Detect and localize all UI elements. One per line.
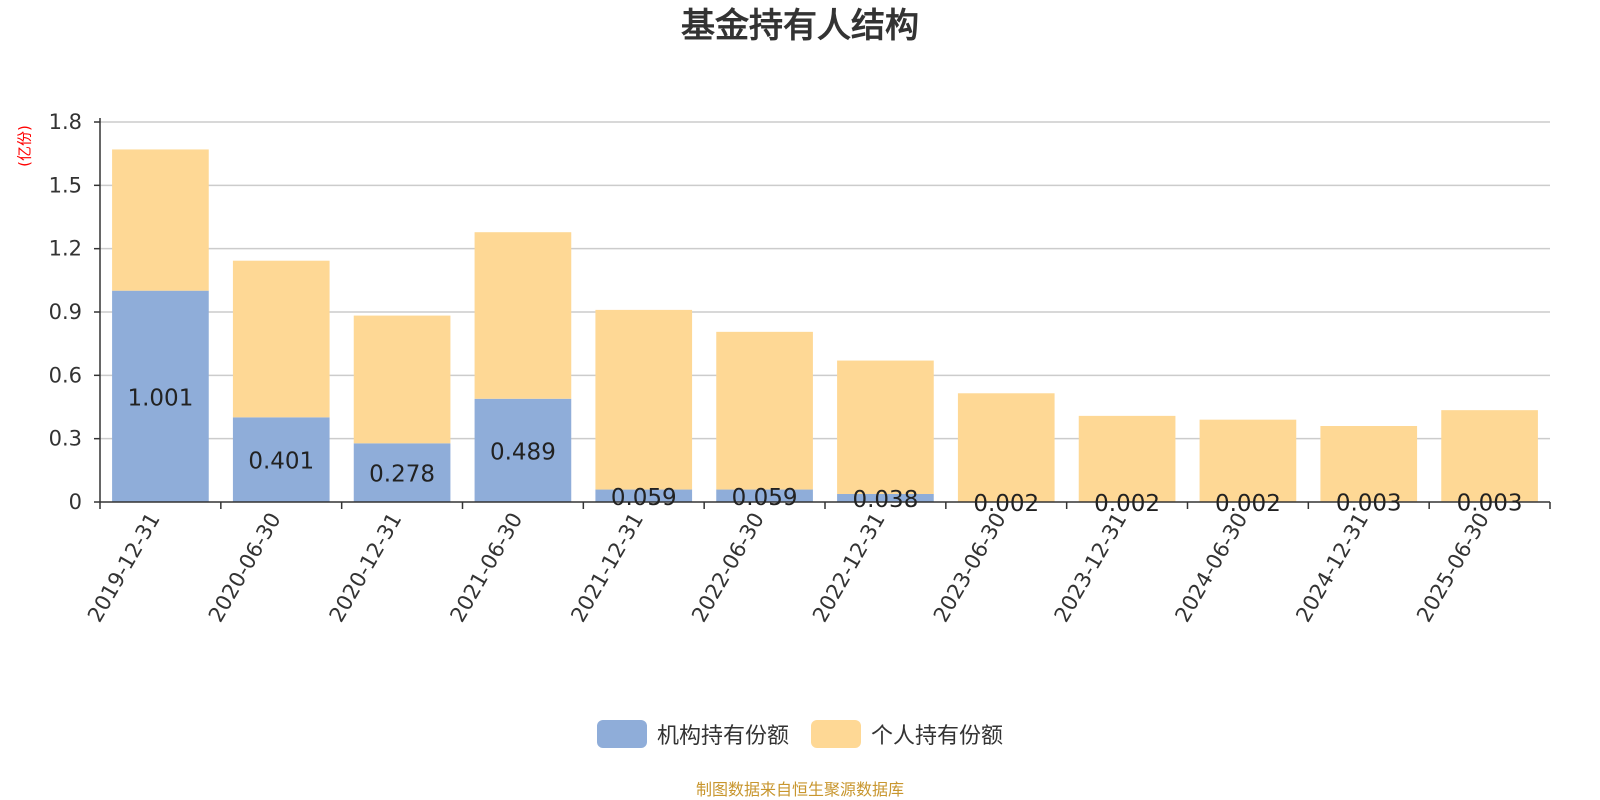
x-tick-label: 2022-12-31 — [808, 509, 890, 627]
y-tick-label: 1.8 — [49, 110, 82, 134]
data-label-institution: 0.002 — [1094, 491, 1160, 517]
data-label-institution: 0.059 — [732, 485, 798, 511]
bar-individual — [1441, 410, 1538, 502]
bar-institution — [232, 417, 330, 502]
x-tick-label: 2024-12-31 — [1291, 509, 1373, 627]
legend-item-individual[interactable]: 个人持有份额 — [811, 718, 1003, 750]
bar-institution — [353, 443, 451, 502]
data-label-institution: 0.003 — [1457, 491, 1523, 517]
bar-institution — [716, 489, 813, 502]
data-label-institution: 0.401 — [248, 449, 314, 475]
bar-institution — [112, 290, 209, 502]
y-tick-label: 1.5 — [49, 173, 82, 197]
bar-individual — [1320, 426, 1418, 502]
data-label-institution: 1.001 — [127, 385, 193, 411]
x-tick-label: 2023-06-30 — [929, 509, 1011, 627]
x-tick-label: 2019-12-31 — [83, 509, 165, 627]
bar-institution — [474, 398, 572, 502]
bar-individual — [1078, 415, 1176, 502]
x-tick-label: 2021-06-30 — [445, 509, 527, 627]
bar-individual — [595, 309, 693, 490]
x-tick-label: 2023-12-31 — [1050, 509, 1132, 627]
bar-institution — [595, 489, 693, 502]
x-tick-label: 2024-06-30 — [1170, 509, 1252, 627]
x-tick-label: 2025-06-30 — [1412, 509, 1494, 627]
x-tick-label: 2020-12-31 — [325, 509, 407, 627]
y-tick-label: 1.2 — [49, 237, 82, 261]
legend-label-institution: 机构持有份额 — [656, 724, 789, 749]
bar-individual — [353, 315, 451, 444]
data-label-institution: 0.059 — [611, 485, 677, 511]
y-tick-label: 0 — [69, 490, 82, 514]
data-label-institution: 0.002 — [973, 491, 1039, 517]
bar-individual — [1199, 419, 1297, 502]
data-label-institution: 0.002 — [1215, 491, 1281, 517]
y-tick-label: 0.6 — [49, 363, 82, 387]
chart-legend: 机构持有份额 个人持有份额 — [0, 718, 1600, 750]
chart-title: 基金持有人结构 — [681, 6, 919, 46]
y-tick-label: 0.3 — [49, 427, 82, 451]
bar-individual — [474, 232, 572, 399]
bar-institution — [837, 493, 934, 502]
data-label-institution: 0.003 — [1336, 491, 1402, 517]
bar-individual — [232, 260, 330, 418]
data-label-institution: 0.278 — [369, 462, 435, 488]
x-tick-label: 2021-12-31 — [566, 509, 648, 627]
bar-individual — [837, 360, 934, 494]
y-tick-label: 0.9 — [49, 300, 82, 324]
legend-label-individual: 个人持有份额 — [871, 724, 1004, 749]
x-tick-label: 2020-06-30 — [204, 509, 286, 627]
bar-individual — [716, 331, 813, 490]
legend-item-institution[interactable]: 机构持有份额 — [596, 718, 789, 750]
data-source-note: 制图数据来自恒生聚源数据库 — [695, 780, 904, 799]
bar-individual — [112, 149, 209, 291]
x-tick-label: 2022-06-30 — [687, 509, 769, 627]
legend-swatch-individual — [811, 720, 861, 748]
data-label-institution: 0.038 — [852, 487, 918, 513]
legend-swatch-institution — [596, 720, 647, 748]
bar-individual — [957, 393, 1055, 502]
data-label-institution: 0.489 — [490, 439, 556, 465]
